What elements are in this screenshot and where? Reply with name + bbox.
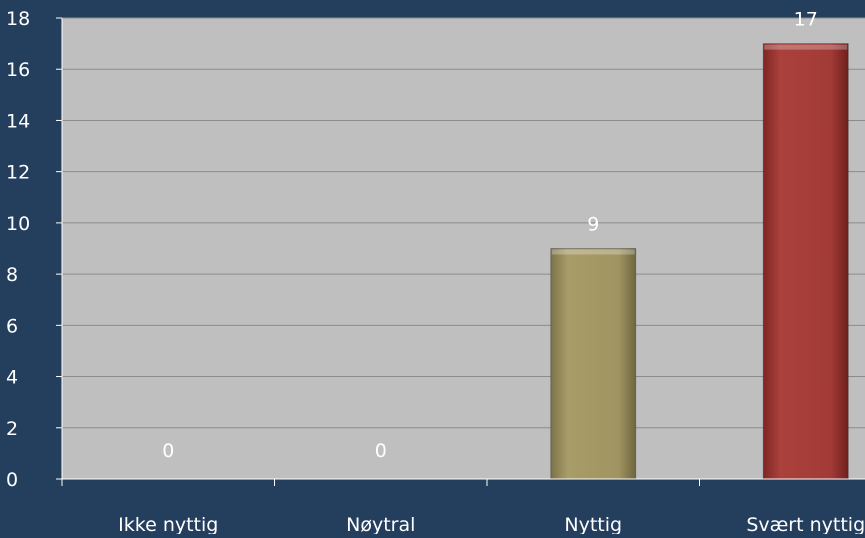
x-tick-label: Nyttig	[564, 514, 622, 534]
data-label: 9	[587, 214, 599, 236]
bars	[550, 43, 849, 480]
bar-highlight	[764, 44, 848, 50]
x-tick-label: Ikke nyttig	[118, 514, 218, 534]
y-tick-label: 2	[6, 418, 18, 440]
data-labels: 0 0 9 17	[162, 9, 818, 462]
y-tick-label: 18	[6, 8, 30, 30]
y-tick-label: 0	[6, 469, 18, 491]
y-tick-label: 12	[6, 162, 30, 184]
data-label: 0	[162, 440, 174, 462]
y-tick-label: 8	[6, 264, 18, 286]
gridlines	[62, 17, 865, 429]
y-tick-label: 4	[6, 367, 18, 389]
data-label: 17	[794, 9, 818, 31]
y-tick-label: 16	[6, 59, 30, 81]
data-label: 0	[375, 440, 387, 462]
y-tick-label: 14	[6, 110, 30, 132]
bar-highlight	[551, 249, 635, 255]
y-tick-label: 10	[6, 213, 30, 235]
x-axis: Ikke nyttig Nøytral Nyttig Svært nyttig	[61, 478, 865, 536]
bar	[762, 43, 849, 480]
x-tick-label: Svært nyttig	[746, 514, 865, 534]
x-tick-label: Nøytral	[346, 514, 415, 534]
plot-area	[62, 18, 865, 479]
y-axis: 0 2 4 6 8 10 12 14 16 18	[6, 8, 63, 491]
y-tick-label: 6	[6, 315, 18, 337]
bar	[550, 248, 637, 480]
